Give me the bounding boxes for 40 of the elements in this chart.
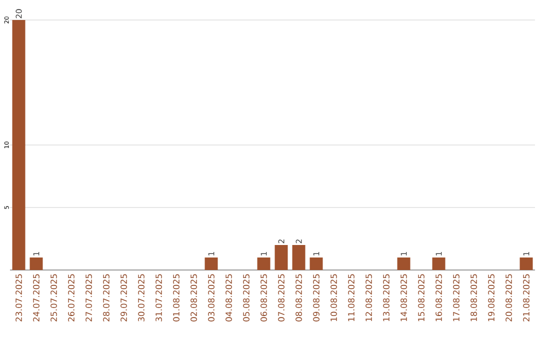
x-tick-label: 05.08.2025 — [243, 274, 250, 322]
bar — [432, 258, 446, 270]
x-tick-label: 20.08.2025 — [506, 274, 512, 322]
x-tick-label: 27.07.2025 — [86, 274, 92, 322]
bar — [274, 245, 288, 270]
x-tick-label: 25.07.2025 — [50, 274, 57, 322]
x-tick-label: 13.08.2025 — [383, 274, 390, 322]
bar — [397, 258, 410, 270]
x-tick-label: 29.07.2025 — [120, 274, 127, 322]
x-tick-label: 03.08.2025 — [208, 274, 214, 322]
x-tick-label: 07.08.2025 — [278, 274, 284, 322]
x-tick-label: 01.08.2025 — [173, 274, 180, 322]
bar — [12, 20, 26, 270]
x-tick-label: 31.07.2025 — [156, 274, 162, 322]
x-tick-label: 06.08.2025 — [260, 274, 267, 322]
x-tick-label: 23.07.2025 — [16, 274, 22, 322]
bar — [30, 258, 43, 270]
x-tick-label: 09.08.2025 — [313, 274, 320, 322]
x-tick-label: 10.08.2025 — [330, 274, 337, 322]
x-tick-label: 26.07.2025 — [68, 274, 74, 322]
bar — [257, 258, 270, 270]
x-tick-label: 16.08.2025 — [436, 274, 442, 322]
x-tick-label: 30.07.2025 — [138, 274, 144, 322]
x-tick-label: 15.08.2025 — [418, 274, 424, 322]
x-tick-label: 28.07.2025 — [103, 274, 110, 322]
x-tick-label: 19.08.2025 — [488, 274, 494, 322]
x-tick-label: 18.08.2025 — [470, 274, 477, 322]
bar — [204, 258, 218, 270]
x-tick-label: 12.08.2025 — [366, 274, 372, 322]
bar — [292, 245, 306, 270]
bar — [520, 258, 533, 270]
x-tick-label: 14.08.2025 — [400, 274, 407, 322]
x-tick-label: 08.08.2025 — [296, 274, 302, 322]
x-tick-label: 21.08.2025 — [523, 274, 530, 322]
x-tick-label: 04.08.2025 — [226, 274, 232, 322]
bar — [310, 258, 323, 270]
x-tick-label: 02.08.2025 — [190, 274, 197, 322]
x-tick-label: 11.08.2025 — [348, 274, 354, 322]
x-tick-label: 24.07.2025 — [33, 274, 40, 322]
x-tick-label: 17.08.2025 — [453, 274, 460, 322]
